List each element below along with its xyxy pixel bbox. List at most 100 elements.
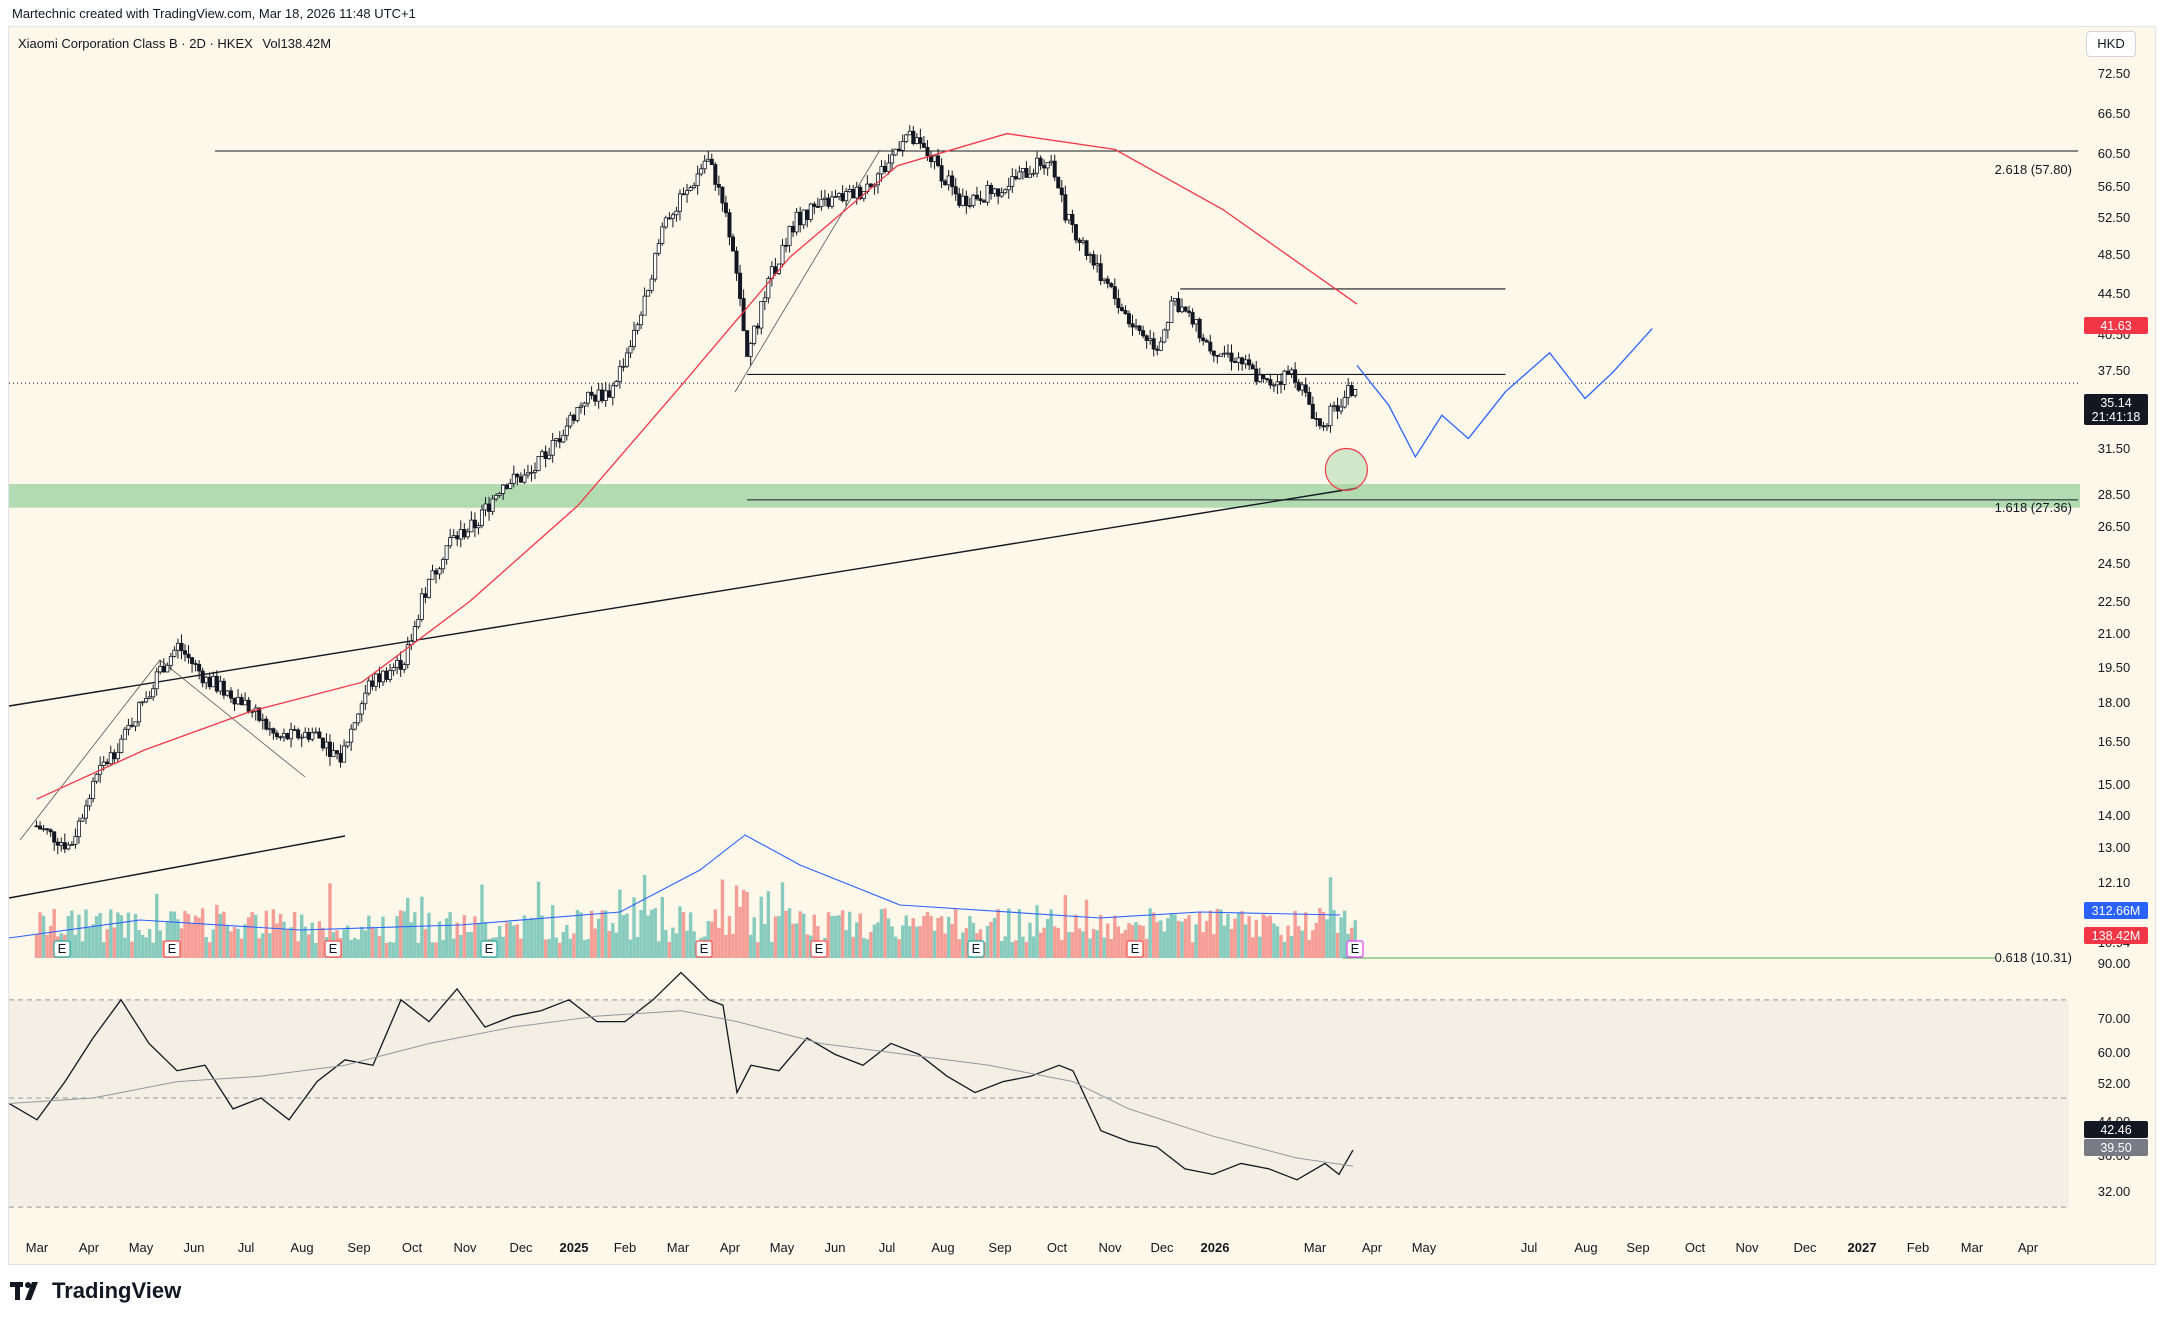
candle-body (593, 394, 598, 402)
volume-bar (261, 933, 265, 958)
currency-button[interactable]: HKD (2086, 31, 2136, 57)
candle-body (706, 158, 711, 162)
volume-bar (618, 889, 622, 958)
candle-body (1003, 189, 1008, 194)
volume-bar (717, 927, 721, 958)
tradingview-logo[interactable]: TradingView (10, 1278, 181, 1304)
volume-bar (222, 911, 226, 958)
volume-bar (1190, 942, 1195, 958)
candle-body (780, 244, 785, 265)
candle-body (281, 733, 286, 738)
candle-body (1059, 187, 1064, 196)
volume-bar (611, 923, 615, 958)
volume-bar (307, 934, 311, 958)
candle-body (1268, 379, 1273, 386)
volume-bar (900, 925, 905, 958)
candle-body (1102, 278, 1107, 282)
volume-bar (1060, 939, 1064, 958)
candle-body (469, 519, 474, 533)
volume-bar (1254, 919, 1258, 958)
candle-body (115, 751, 120, 760)
candle-body (685, 190, 690, 195)
time-axis-label: Oct (1685, 1240, 1706, 1255)
candle-body (1088, 254, 1093, 256)
volume-bar (45, 934, 49, 958)
earnings-marker (1126, 940, 1144, 958)
volume-bar (911, 918, 916, 958)
volume-bar (413, 912, 417, 958)
volume-bar (526, 919, 530, 958)
volume-bar (109, 909, 113, 958)
volume-bar (876, 922, 880, 958)
candle-body (126, 724, 131, 730)
candle-body (239, 696, 244, 706)
price-axis-label: 26.50 (2098, 519, 2131, 534)
time-axis-label: May (770, 1240, 795, 1255)
candle-body (377, 673, 382, 683)
volume-bar (169, 911, 173, 958)
candle-body (727, 212, 732, 238)
volume-bar (770, 941, 774, 958)
volume-bar (961, 932, 965, 958)
candle-body (388, 670, 393, 680)
volume-bar (1251, 937, 1255, 958)
trend-line (8, 835, 346, 899)
candle-body (1123, 310, 1128, 315)
candle-body (639, 314, 644, 326)
candle-body (805, 209, 810, 220)
candle-body (1052, 160, 1057, 178)
volume-bar (1120, 933, 1124, 958)
volume-bar (780, 882, 785, 958)
volume-bar (144, 937, 148, 958)
candle-body (1254, 368, 1259, 382)
volume-bar (572, 933, 576, 958)
time-axis-label: Mar (667, 1240, 690, 1255)
candle-body (1197, 318, 1202, 339)
volume-bar (869, 932, 873, 958)
price-axis-label: 16.50 (2098, 734, 2131, 749)
price-axis-label: 60.50 (2098, 146, 2131, 161)
volume-bar (773, 916, 778, 958)
candle-body (946, 175, 951, 186)
candle-body (278, 736, 283, 739)
candle-body (936, 155, 941, 167)
candle-body (1172, 298, 1177, 302)
volume-bar (625, 913, 629, 958)
volume-bar (1169, 913, 1174, 958)
candle-body (992, 188, 997, 195)
candle-body (1296, 381, 1301, 391)
volume-bar (200, 908, 205, 958)
candle-body (713, 164, 718, 185)
candle-body (73, 836, 78, 845)
volume-bar (1098, 914, 1103, 958)
candle-body (490, 498, 495, 512)
volume-bar (1031, 936, 1036, 958)
candle-body (953, 186, 958, 195)
volume-bar (282, 921, 286, 958)
candle-body (1208, 341, 1213, 352)
volume-bar (1261, 914, 1266, 958)
candle-body (1240, 357, 1245, 365)
candle-body (274, 732, 279, 738)
volume-bar (593, 928, 597, 958)
candle-body (137, 702, 142, 723)
candle-body (228, 690, 233, 699)
volume-bar (999, 940, 1004, 958)
volume-bar (1229, 929, 1234, 958)
candle-body (370, 680, 375, 687)
volume-bar (837, 915, 841, 958)
candle-body (303, 731, 308, 738)
volume-bar (388, 941, 392, 958)
volume-bar (657, 941, 661, 958)
volume-bar (1042, 927, 1046, 958)
volume-bar (925, 911, 930, 958)
volume-bar (731, 933, 735, 958)
volume-bar (1353, 920, 1357, 958)
volume-bar (1243, 924, 1248, 958)
volume-bar (639, 909, 643, 958)
price-badge (2084, 1121, 2148, 1138)
candle-body (1303, 384, 1308, 393)
time-axis-label: Mar (1961, 1240, 1984, 1255)
time-axis-label: Apr (79, 1240, 100, 1255)
